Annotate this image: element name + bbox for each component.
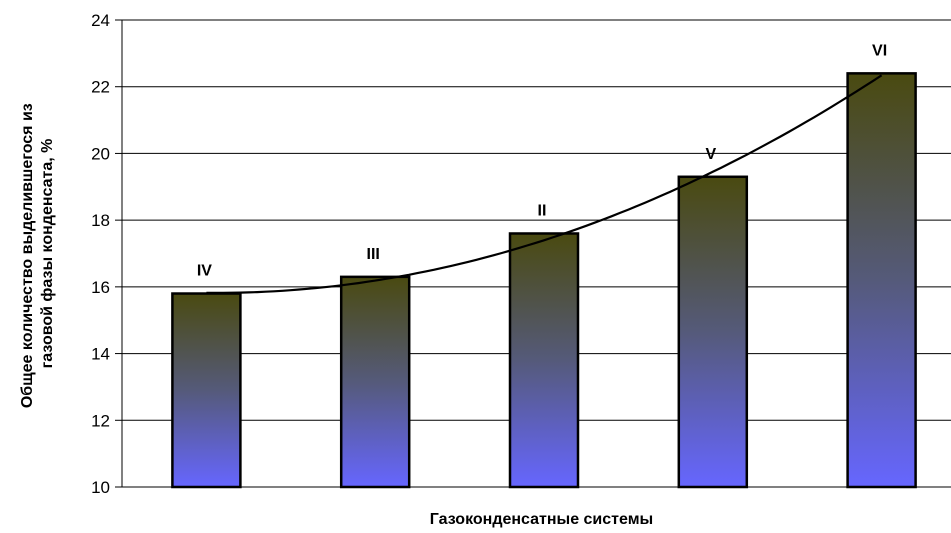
trendline <box>206 74 883 294</box>
bar-label-III: III <box>367 246 380 263</box>
y-tick-label: 12 <box>91 411 110 430</box>
y-tick-label: 16 <box>91 278 110 297</box>
bars <box>171 72 917 489</box>
bar-V <box>677 175 749 489</box>
y-axis-title-line-1: Общее количество выделившегося из <box>19 103 36 408</box>
bar-IV <box>171 292 242 489</box>
x-axis-title: Газоконденсатные системы <box>430 511 653 528</box>
bar-label-IV: IV <box>197 263 212 280</box>
y-tick-label: 18 <box>91 211 110 230</box>
y-tick-label: 20 <box>91 144 110 163</box>
bar-VI <box>846 72 917 489</box>
y-axis-title-line-2: газовой фазы конденсата, % <box>39 139 56 369</box>
y-tick-label: 10 <box>91 478 110 497</box>
trendline-group <box>206 74 883 294</box>
y-tick-labels: 10 12 14 16 18 20 22 24 <box>91 11 122 497</box>
bar-label-V: V <box>705 146 716 163</box>
y-axis-title: Общее количество выделившегося из газово… <box>19 99 56 408</box>
bar-III <box>339 275 411 489</box>
y-tick-label: 14 <box>91 345 110 364</box>
bar-label-II: II <box>538 202 547 219</box>
bar-II <box>508 232 580 489</box>
y-tick-label: 24 <box>91 11 110 30</box>
bar-label-VI: VI <box>872 42 887 59</box>
y-tick-label: 22 <box>91 78 110 97</box>
